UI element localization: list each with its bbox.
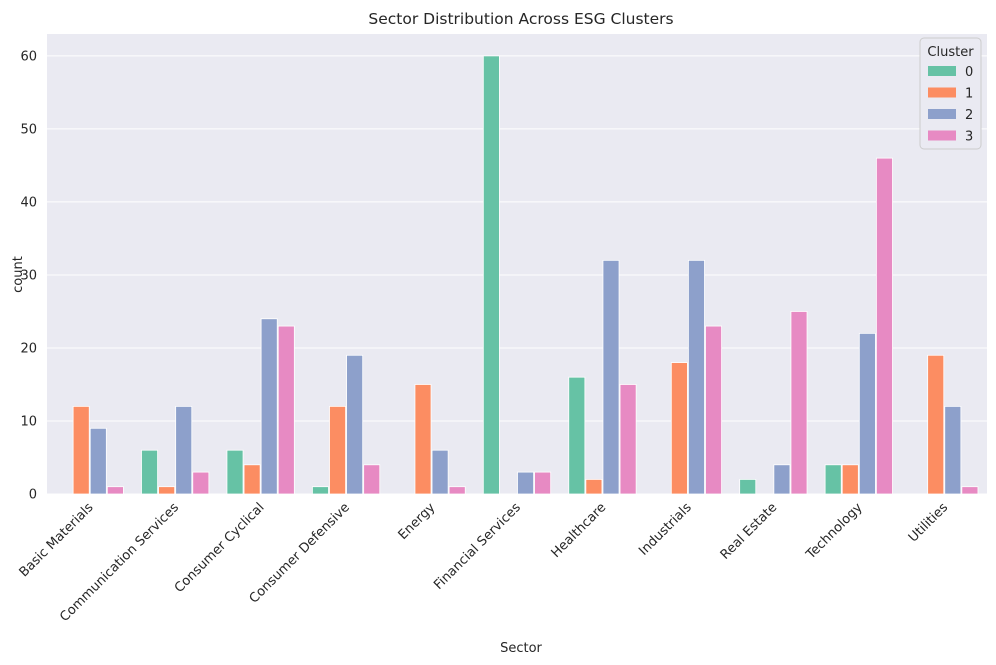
- bar: [773, 464, 791, 495]
- y-tick-label: 0: [29, 488, 37, 503]
- y-tick-label: 20: [20, 341, 37, 356]
- y-axis-label: count: [11, 256, 26, 293]
- plot-area: [47, 34, 987, 494]
- bar: [619, 384, 637, 495]
- legend-swatch: [928, 130, 956, 141]
- legend-title: Cluster: [927, 45, 974, 60]
- bar: [482, 55, 500, 495]
- legend-entry: 1: [965, 87, 973, 102]
- bar: [363, 464, 381, 495]
- bar: [346, 354, 364, 495]
- bar: [688, 259, 705, 495]
- x-axis-label: Sector: [500, 641, 542, 656]
- bar: [141, 449, 158, 495]
- bars: [72, 55, 979, 495]
- bar: [585, 478, 603, 495]
- y-tick-label: 50: [20, 122, 37, 137]
- bar: [243, 464, 261, 495]
- bar: [89, 427, 107, 495]
- bar: [876, 157, 893, 495]
- bar: [790, 311, 808, 495]
- bar: [602, 259, 620, 495]
- legend-swatch: [928, 109, 956, 119]
- bar: [858, 332, 876, 495]
- bar: [961, 486, 979, 495]
- bar: [944, 405, 962, 495]
- bar: [927, 354, 945, 495]
- bar: [312, 486, 329, 495]
- bar: [739, 478, 757, 495]
- bar: [517, 471, 534, 495]
- legend-swatch: [928, 87, 956, 98]
- bar: [670, 362, 688, 495]
- bar: [705, 325, 722, 495]
- legend-entry: 3: [965, 130, 973, 145]
- bar: [226, 449, 244, 495]
- legend-entry: 2: [965, 108, 973, 123]
- bar: [260, 318, 278, 495]
- y-tick-label: 40: [20, 195, 37, 210]
- bar: [841, 464, 859, 495]
- bar: [175, 405, 193, 495]
- bar: [414, 384, 432, 495]
- bar: [431, 449, 449, 495]
- bar: [192, 471, 210, 495]
- chart-title: Sector Distribution Across ESG Clusters: [368, 10, 673, 28]
- y-axis-ticks: 0 10 20 30 40 50 60: [20, 49, 37, 502]
- bar: [329, 405, 346, 495]
- legend: Cluster 0 1 2 3: [919, 37, 982, 150]
- bar: [158, 486, 176, 495]
- legend-entry: 0: [965, 65, 973, 80]
- bar: [106, 486, 124, 495]
- bar: [534, 471, 552, 495]
- y-tick-label: 30: [20, 268, 37, 283]
- y-tick-label: 10: [20, 414, 37, 429]
- bar: [824, 464, 842, 495]
- bar: [568, 376, 586, 495]
- bar: [448, 486, 466, 495]
- legend-swatch: [928, 66, 956, 76]
- bar: [277, 325, 295, 495]
- y-tick-label: 60: [20, 49, 37, 64]
- bar: [72, 405, 90, 495]
